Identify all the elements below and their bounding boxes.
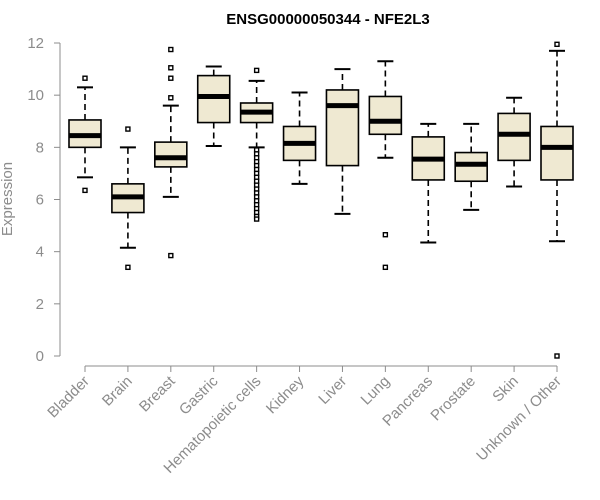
- box-10: [454, 122, 488, 211]
- y-tick-label: 12: [27, 35, 44, 52]
- box-7: [325, 68, 360, 215]
- box-iqr: [497, 112, 531, 162]
- x-tick-label: Prostate: [427, 373, 479, 425]
- outlier-point: [125, 126, 131, 132]
- outlier-point: [82, 75, 88, 81]
- outlier-point: [168, 75, 174, 81]
- outlier-point: [382, 232, 389, 238]
- y-tick-label: 6: [36, 192, 44, 209]
- outlier-point: [168, 46, 174, 53]
- y-axis-label: Expression: [0, 162, 16, 236]
- x-tick-label: Bladder: [44, 373, 93, 422]
- y-tick-label: 10: [27, 87, 44, 104]
- outlier-point: [168, 95, 174, 101]
- y-tick-label: 8: [36, 139, 44, 156]
- box-series: [68, 41, 574, 359]
- y-tick-label: 0: [36, 348, 44, 365]
- box-iqr: [540, 125, 574, 181]
- outlier-point: [82, 187, 88, 194]
- x-tick-label: Skin: [489, 373, 522, 406]
- x-tick-label: Breast: [136, 372, 179, 415]
- x-tick-label: Liver: [315, 373, 350, 408]
- box-12: [540, 41, 574, 359]
- box-iqr: [154, 141, 188, 168]
- chart-title: ENSG00000050344 - NFE2L3: [226, 11, 429, 28]
- y-axis: 0 2 4 6 8 10 12: [27, 35, 61, 365]
- y-tick-label: 4: [36, 244, 44, 261]
- x-tick-label: Kidney: [263, 372, 308, 417]
- outlier-point: [168, 252, 174, 259]
- box-5: [239, 67, 274, 222]
- box-3: [154, 46, 188, 259]
- outlier-point: [382, 264, 389, 271]
- outlier-point: [253, 216, 260, 222]
- box-iqr: [325, 89, 360, 167]
- y-tick-label: 2: [36, 296, 44, 313]
- box-11: [497, 96, 531, 188]
- box-2: [111, 126, 145, 271]
- box-iqr: [368, 95, 403, 136]
- box-8: [368, 60, 403, 271]
- outlier-point: [253, 67, 260, 74]
- box-iqr: [196, 74, 231, 124]
- outlier-point: [168, 65, 174, 71]
- outlier-point: [125, 264, 131, 271]
- box-1: [68, 75, 102, 194]
- box-iqr: [454, 151, 488, 183]
- x-tick-label: Brain: [99, 373, 136, 410]
- box-9: [411, 122, 446, 244]
- box-6: [282, 91, 317, 185]
- x-tick-label: Lung: [358, 373, 394, 409]
- box-4: [196, 65, 231, 148]
- outlier-point: [554, 41, 560, 48]
- outlier-point: [554, 353, 560, 359]
